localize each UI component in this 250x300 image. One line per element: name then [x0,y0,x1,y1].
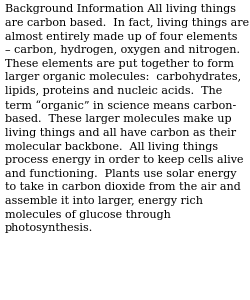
Text: Background Information All living things
are carbon based.  In fact, living thin: Background Information All living things… [5,4,249,233]
